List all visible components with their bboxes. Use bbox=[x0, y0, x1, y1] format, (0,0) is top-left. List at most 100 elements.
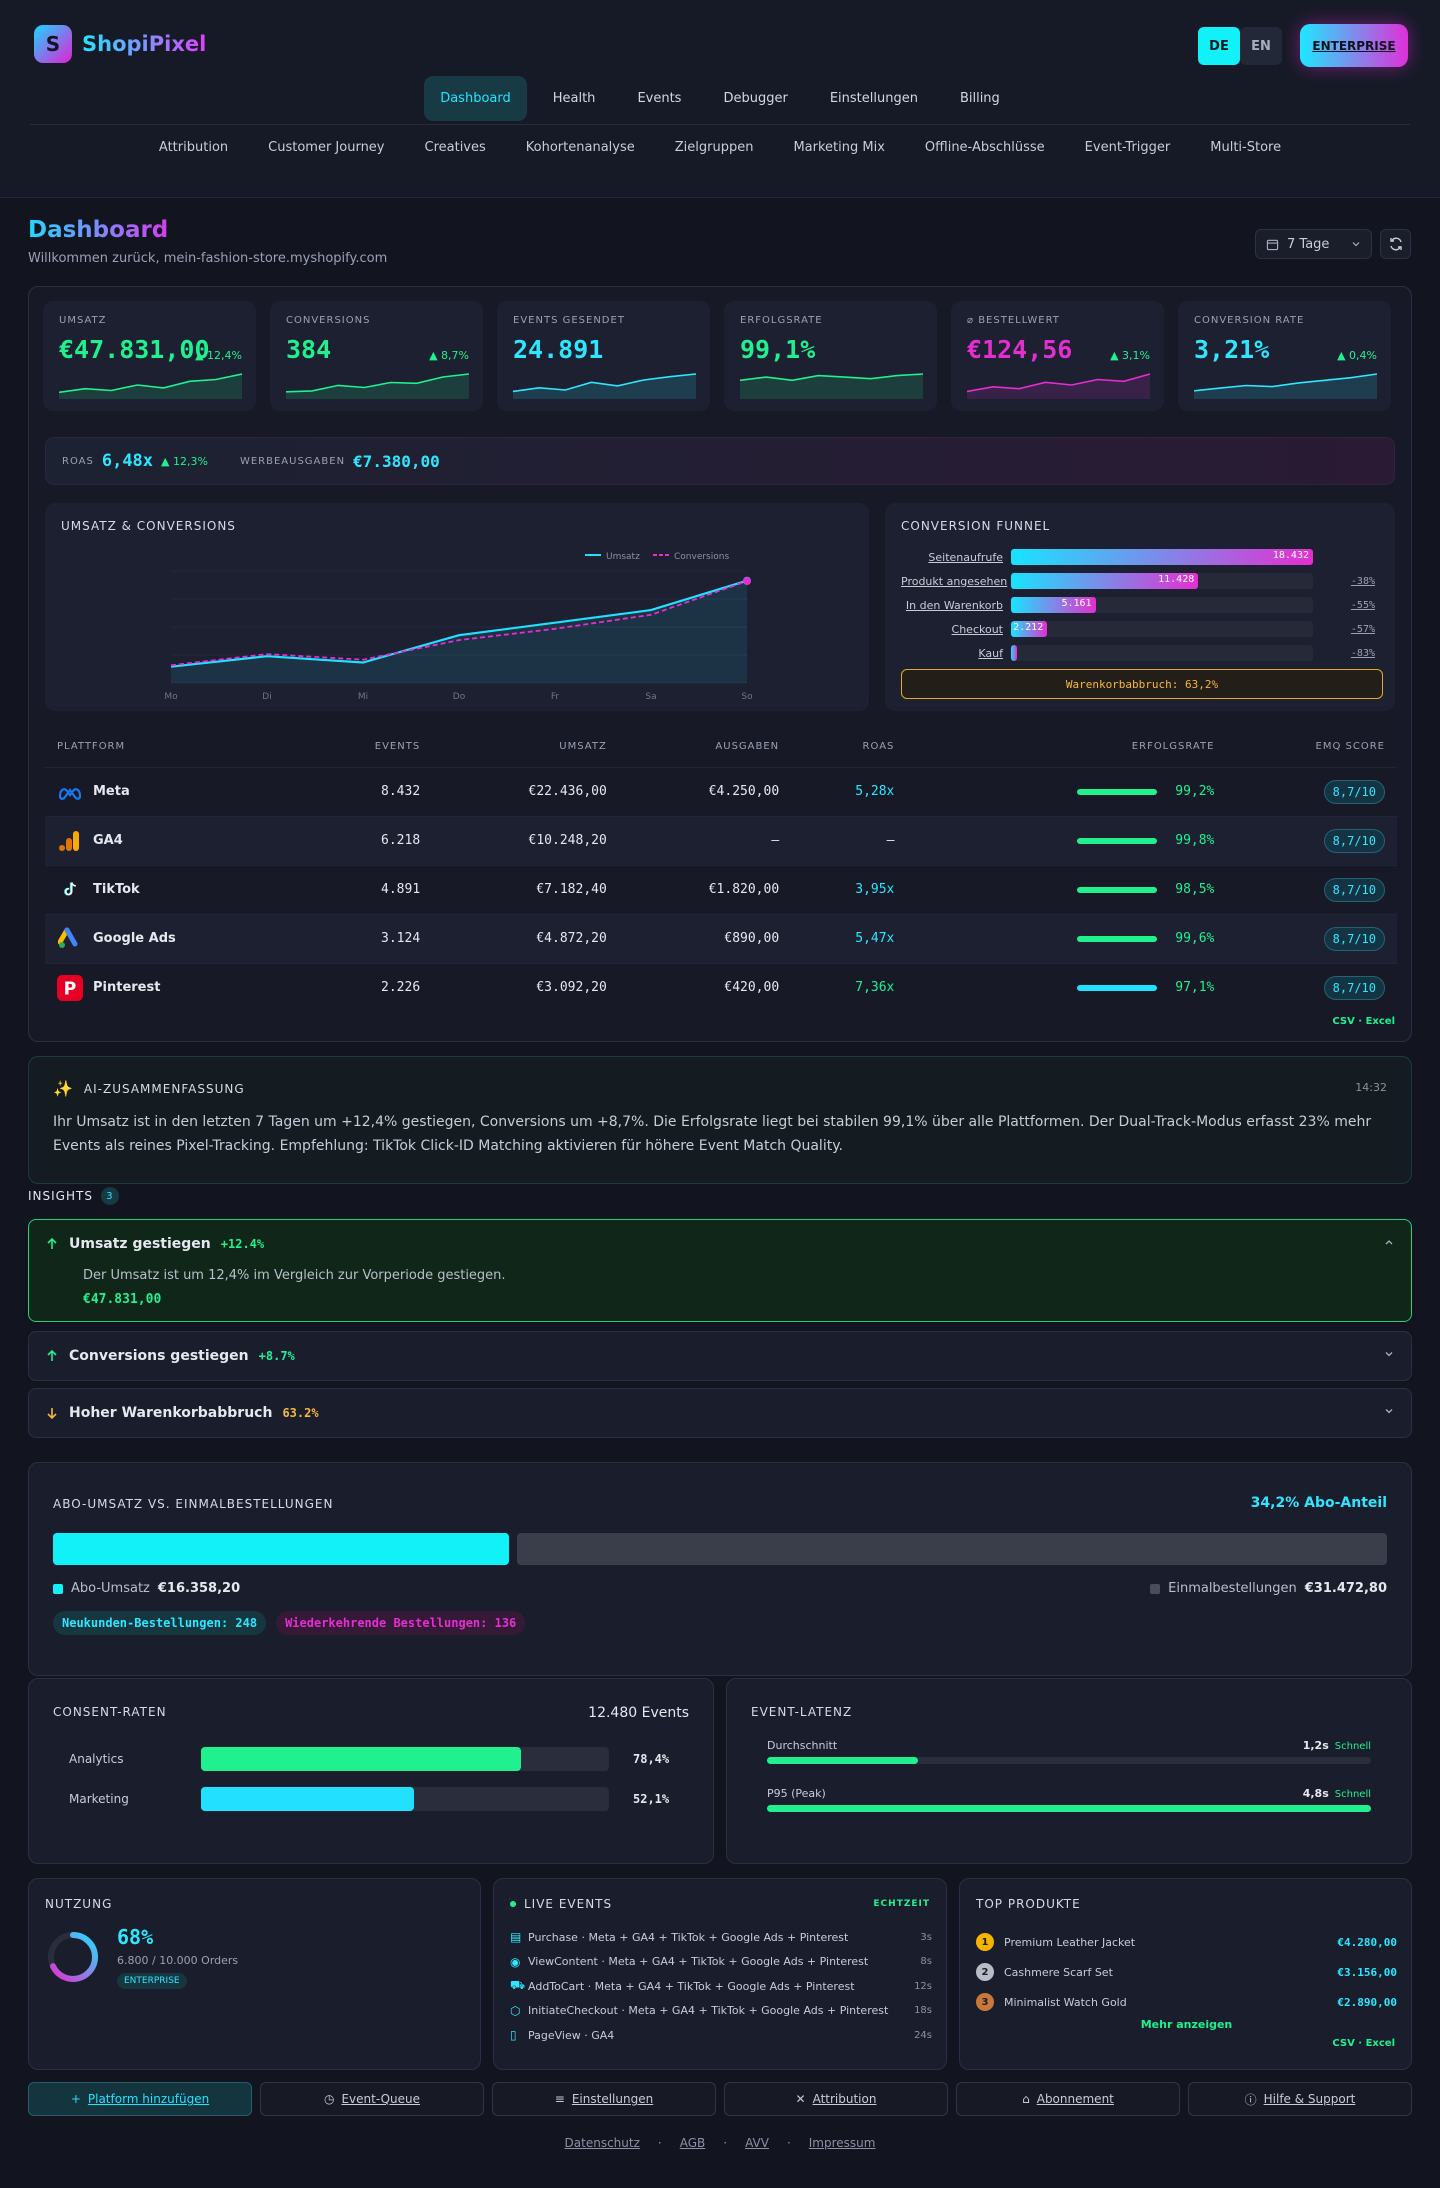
show-more-link[interactable]: Mehr anzeigen bbox=[1140, 2018, 1233, 2031]
funnel-title: CONVERSION FUNNEL bbox=[901, 519, 1051, 533]
table-export-links[interactable]: CSV · Excel bbox=[1332, 1016, 1395, 1027]
nav-event-trigger[interactable]: Event-Trigger bbox=[1084, 140, 1171, 155]
settings-button[interactable]: ≡ Einstellungen bbox=[492, 2082, 716, 2116]
funnel-value: 11.428 bbox=[1158, 574, 1195, 585]
top-product-item[interactable]: 3 Minimalist Watch Gold €2.890,00 bbox=[976, 1987, 1397, 2017]
footer-agb[interactable]: AGB bbox=[679, 2136, 706, 2150]
quick-actions: + Platform hinzufügen ◷ Event-Queue ≡ Einst… bbox=[28, 2082, 1412, 2116]
col-emq[interactable]: EMQ SCORE bbox=[1315, 741, 1385, 753]
help-button[interactable]: ⓘ Hilfe & Support bbox=[1188, 2082, 1412, 2116]
chevron-down-icon[interactable] bbox=[1383, 1405, 1395, 1417]
table-row[interactable]: TikTok 4.891 €7.182,40 €1.820,00 3,95x 98,5% 8… bbox=[45, 864, 1397, 914]
footer: Datenschutz · AGB · AVV · Impressum bbox=[0, 2136, 1440, 2150]
table-row[interactable]: Meta 8.432 €22.436,00 €4.250,00 5,28x 99,2% 8,… bbox=[45, 766, 1397, 816]
table-row[interactable]: Google Ads 3.124 €4.872,20 €890,00 5,47x 99,6… bbox=[45, 913, 1397, 963]
chevron-up-icon[interactable] bbox=[1383, 1236, 1395, 1248]
sparkline-line bbox=[740, 373, 923, 382]
col-ausgaben[interactable]: AUSGABEN bbox=[715, 741, 780, 753]
live-event-item[interactable]: ◉ ViewContent · Meta + GA4 + TikTok + Goo… bbox=[510, 1950, 932, 1975]
table-row[interactable]: GA4 6.218 €10.248,20— —99,8% 8,7/10 bbox=[45, 815, 1397, 865]
footer-impressum[interactable]: Impressum bbox=[808, 2136, 876, 2150]
cell-revenue: €4.872,20 bbox=[432, 913, 619, 963]
attribution-button[interactable]: ✕ Attribution bbox=[724, 2082, 948, 2116]
live-event-item[interactable]: ⬡ InitiateCheckout · Meta + GA4 + TikTok … bbox=[510, 1999, 932, 2024]
brand-logo[interactable]: S ShopiPixel bbox=[34, 25, 206, 63]
insight-header[interactable]: Umsatz gestiegen +12.4% bbox=[45, 1220, 1395, 1268]
insight-header[interactable]: Conversions gestiegen +8.7% bbox=[45, 1332, 1395, 1380]
event-queue-button[interactable]: ◷ Event-Queue bbox=[260, 2082, 484, 2116]
nav-multi-store[interactable]: Multi-Store bbox=[1210, 140, 1282, 155]
latency-value: 1,2s bbox=[1302, 1739, 1329, 1752]
lang-de-button[interactable]: DE bbox=[1198, 27, 1240, 65]
nav-creatives[interactable]: Creatives bbox=[424, 140, 486, 155]
col-events[interactable]: EVENTS bbox=[374, 741, 421, 753]
latency-bar bbox=[767, 1757, 918, 1764]
nav-customer-journey[interactable]: Customer Journey bbox=[268, 140, 385, 155]
lang-en-button[interactable]: EN bbox=[1240, 27, 1282, 65]
live-event-item[interactable]: ▤ Purchase · Meta + GA4 + TikTok + Google… bbox=[510, 1925, 932, 1950]
calendar-icon bbox=[1266, 239, 1279, 250]
nav-events[interactable]: Events bbox=[637, 91, 682, 106]
table-row[interactable]: P Pinterest 2.226 €3.092,20 €420,00 7,36x 97,1… bbox=[45, 962, 1397, 1012]
attribution-label: Attribution bbox=[812, 2092, 877, 2106]
insight-conversions[interactable]: Conversions gestiegen +8.7% bbox=[28, 1331, 1412, 1381]
abo-value: €16.358,20 bbox=[157, 1581, 241, 1596]
top-product-item[interactable]: 1 Premium Leather Jacket €4.280,00 bbox=[976, 1927, 1397, 1957]
cell-spend: €4.250,00 bbox=[618, 766, 792, 816]
consent-label: Analytics bbox=[69, 1752, 124, 1766]
col-plattform[interactable]: PLATTFORM bbox=[57, 741, 126, 753]
live-event-item[interactable]: ▯ PageView · GA4 24s bbox=[510, 2023, 932, 2048]
ai-summary-text: Ihr Umsatz ist in den letzten 7 Tagen um… bbox=[53, 1114, 1372, 1154]
funnel-step-label[interactable]: In den Warenkorb bbox=[905, 598, 1003, 612]
abo-share: 34,2% Abo-Anteil bbox=[1250, 1495, 1387, 1511]
platform-table: PLATTFORM EVENTS UMSATZ AUSGABEN ROAS ER… bbox=[45, 727, 1397, 1012]
nav-einstellungen[interactable]: Einstellungen bbox=[829, 91, 918, 106]
live-event-item[interactable]: ⛟ AddToCart · Meta + GA4 + TikTok + Googl… bbox=[510, 1974, 932, 1999]
top-product-item[interactable]: 2 Cashmere Scarf Set €3.156,00 bbox=[976, 1957, 1397, 1987]
insight-umsatz[interactable]: Umsatz gestiegen +12.4% Der Umsatz ist u… bbox=[28, 1219, 1412, 1322]
col-umsatz[interactable]: UMSATZ bbox=[559, 741, 607, 753]
nav-debugger[interactable]: Debugger bbox=[723, 91, 788, 106]
footer-avv[interactable]: AVV bbox=[745, 2136, 769, 2150]
consent-bar bbox=[201, 1787, 414, 1811]
funnel-drop[interactable]: -55% bbox=[1350, 599, 1375, 611]
refresh-button[interactable] bbox=[1380, 229, 1411, 259]
nav-billing[interactable]: Billing bbox=[959, 91, 1000, 106]
insight-header[interactable]: Hoher Warenkorbabbruch 63.2% bbox=[45, 1389, 1395, 1437]
x-tick-label: Mo bbox=[164, 692, 178, 702]
nav-offline-abschluesse[interactable]: Offline-Abschlüsse bbox=[924, 140, 1045, 155]
funnel-step-label[interactable]: Seitenaufrufe bbox=[928, 550, 1003, 564]
kpi-value: 384 bbox=[286, 335, 332, 364]
nav-health[interactable]: Health bbox=[552, 91, 596, 106]
funnel-drop[interactable]: -83% bbox=[1350, 647, 1375, 659]
live-events-title: LIVE EVENTS bbox=[524, 1897, 613, 1911]
product-name: Minimalist Watch Gold bbox=[1004, 1995, 1127, 2009]
enterprise-button[interactable]: ENTERPRISE bbox=[1300, 24, 1408, 67]
nav-attribution[interactable]: Attribution bbox=[158, 140, 229, 155]
insight-warenkorb[interactable]: Hoher Warenkorbabbruch 63.2% bbox=[28, 1388, 1412, 1438]
kpi-delta: ▲ 0,4% bbox=[1337, 349, 1377, 362]
top-export-links[interactable]: CSV · Excel bbox=[1332, 2038, 1395, 2049]
col-erfolgsrate[interactable]: ERFOLGSRATE bbox=[1131, 741, 1215, 753]
event-queue-label: Event-Queue bbox=[341, 2092, 421, 2106]
rank-badge: 2 bbox=[976, 1963, 994, 1981]
funnel-step-label[interactable]: Produkt angesehen bbox=[901, 574, 1008, 588]
funnel-drop[interactable]: -57% bbox=[1350, 623, 1375, 635]
nav-dashboard[interactable]: Dashboard bbox=[424, 76, 527, 121]
funnel-step-label[interactable]: Checkout bbox=[951, 622, 1003, 636]
nav-marketing-mix[interactable]: Marketing Mix bbox=[793, 140, 885, 155]
nav-kohortenanalyse[interactable]: Kohortenanalyse bbox=[525, 140, 635, 155]
header-divider bbox=[30, 124, 1410, 125]
nav-zielgruppen[interactable]: Zielgruppen bbox=[674, 140, 754, 155]
add-platform-button[interactable]: + Platform hinzufügen bbox=[28, 2082, 252, 2116]
chevron-down-icon[interactable] bbox=[1383, 1348, 1395, 1360]
funnel-drop[interactable]: -38% bbox=[1350, 575, 1375, 587]
funnel-steps: Seitenaufrufe 18.432 Produkt angesehen 11.4… bbox=[901, 545, 1381, 665]
live-event-text: ViewContent · Meta + GA4 + TikTok + Goog… bbox=[528, 1955, 869, 1969]
col-roas[interactable]: ROAS bbox=[862, 741, 895, 753]
live-events-header: LIVE EVENTS bbox=[510, 1897, 612, 1911]
footer-datenschutz[interactable]: Datenschutz bbox=[564, 2136, 640, 2150]
subscription-button[interactable]: ⌂ Abonnement bbox=[956, 2082, 1180, 2116]
funnel-step-label[interactable]: Kauf bbox=[978, 646, 1003, 660]
date-range-select[interactable]: 7 Tage bbox=[1255, 229, 1372, 259]
